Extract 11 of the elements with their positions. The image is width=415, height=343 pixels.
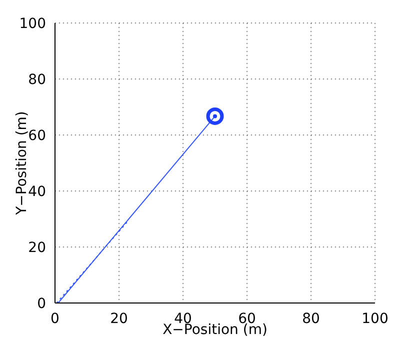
x-tick-label: 0: [50, 310, 60, 327]
y-tick-label: 0: [37, 296, 46, 312]
y-tick-label: 20: [28, 240, 46, 256]
y-tick-label: 60: [28, 128, 46, 144]
y-tick-label: 80: [28, 72, 46, 88]
y-axis-title: Y−Position (m): [14, 111, 30, 216]
x-tick-label: 100: [362, 310, 388, 327]
x-tick-label: 20: [110, 310, 128, 327]
y-tick-label: 100: [19, 16, 46, 32]
x-tick-label: 80: [302, 310, 320, 327]
y-tick-label: 40: [28, 184, 46, 200]
